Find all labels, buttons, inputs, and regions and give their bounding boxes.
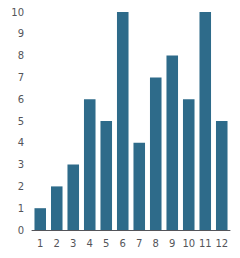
svg-text:9: 9 [18,28,24,39]
svg-text:8: 8 [18,50,24,61]
svg-text:2: 2 [54,238,60,249]
svg-text:10: 10 [182,238,195,249]
svg-text:12: 12 [215,238,228,249]
svg-text:2: 2 [18,181,24,192]
svg-text:7: 7 [136,238,142,249]
svg-text:3: 3 [70,238,76,249]
svg-text:5: 5 [18,116,24,127]
svg-text:3: 3 [18,159,24,170]
svg-text:6: 6 [120,238,126,249]
svg-text:10: 10 [11,7,24,18]
svg-text:4: 4 [87,238,93,249]
svg-text:4: 4 [18,137,24,148]
svg-text:9: 9 [169,238,175,249]
svg-text:6: 6 [18,94,24,105]
svg-text:1: 1 [18,203,24,214]
svg-text:1: 1 [37,238,43,249]
svg-text:11: 11 [199,238,212,249]
svg-text:5: 5 [103,238,109,249]
svg-text:7: 7 [18,72,24,83]
svg-text:0: 0 [18,225,24,236]
svg-text:8: 8 [153,238,159,249]
